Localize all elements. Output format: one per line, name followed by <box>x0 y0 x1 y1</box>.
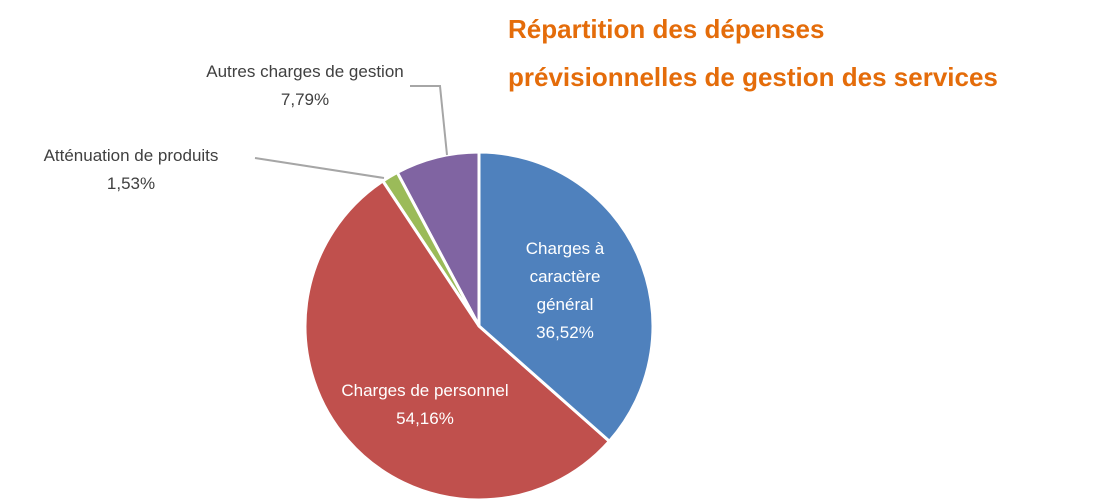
slice-label: Autres charges de gestion 7,79% <box>170 58 440 114</box>
pie-slice <box>477 150 655 444</box>
slice-name: Atténuation de produits <box>43 146 219 165</box>
slice-label: Charges à caractère général 36,52% <box>505 235 625 347</box>
slice-value: 1,53% <box>106 174 156 193</box>
pie-slice <box>303 178 612 499</box>
leader-line <box>254 157 385 179</box>
chart-title: Répartition des dépenses <box>508 14 825 44</box>
chart-title: prévisionnelles de gestion des services <box>508 62 998 92</box>
slice-label: Atténuation de produits 1,53% <box>0 142 262 198</box>
slice-label: Charges de personnel 54,16% <box>300 377 550 433</box>
leader-line <box>410 85 448 156</box>
slice-name: Charges de personnel <box>341 381 509 400</box>
slice-value: 54,16% <box>396 409 454 428</box>
slice-value: 7,79% <box>280 90 330 109</box>
slice-name: Autres charges de gestion <box>206 62 404 81</box>
slice-value: 36,52% <box>536 323 594 342</box>
slice-name: Charges à caractère général <box>525 239 605 314</box>
